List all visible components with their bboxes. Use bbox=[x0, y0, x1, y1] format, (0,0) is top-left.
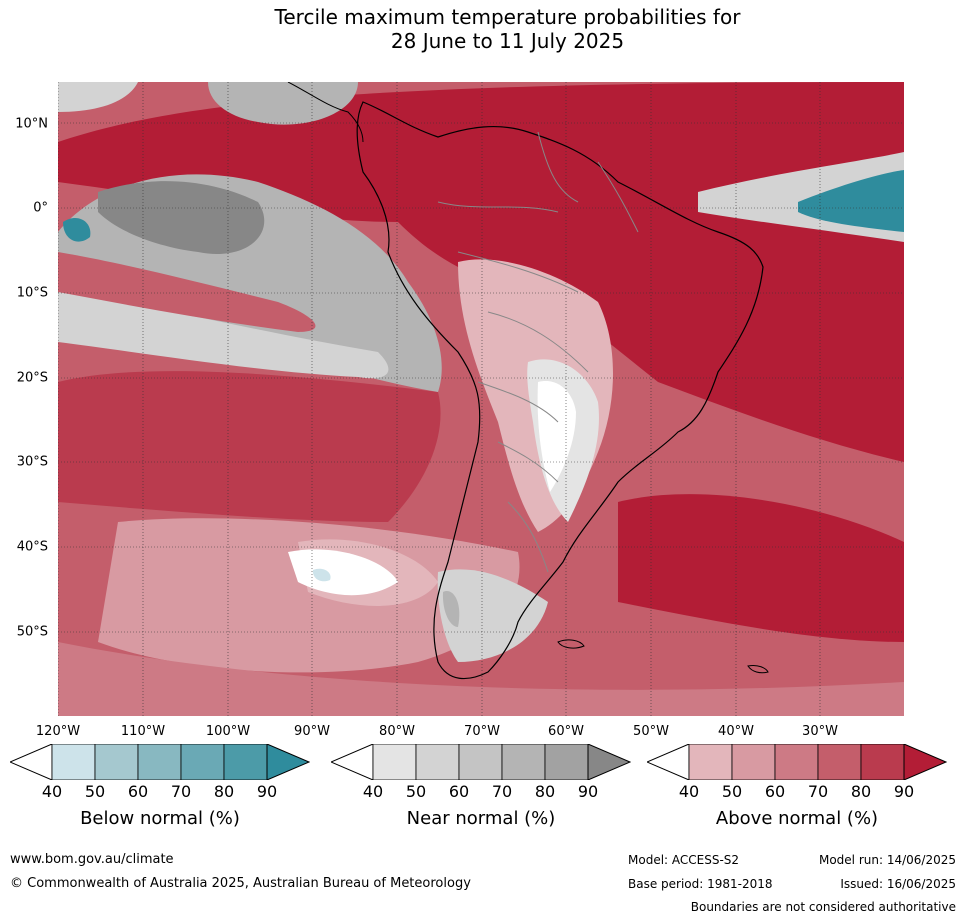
colorbar-below-segment bbox=[223, 744, 268, 780]
colorbar-above-tick: 60 bbox=[764, 782, 786, 801]
south-atlantic-strong bbox=[618, 494, 904, 642]
graticule bbox=[58, 82, 904, 716]
colorbar-near-tick: 70 bbox=[491, 782, 513, 801]
colorbar-near-tick: 40 bbox=[362, 782, 384, 801]
colorbar-near-segment bbox=[415, 744, 460, 780]
colorbar-below-normal bbox=[10, 744, 310, 780]
footer-model-run: Model run: 14/06/2025 bbox=[818, 853, 956, 867]
colorbar-above-upper-extend bbox=[903, 744, 947, 780]
south-georgia bbox=[747, 665, 769, 674]
colorbar-above-tick: 40 bbox=[678, 782, 700, 801]
pacific-strong-south bbox=[58, 371, 441, 522]
southern-pale-patch bbox=[98, 518, 520, 673]
pacific-grey-dark bbox=[98, 181, 265, 254]
pacific-grey-north-2 bbox=[208, 82, 358, 125]
colorbar-below-tick: 60 bbox=[127, 782, 149, 801]
lat-label-40s: 40°S bbox=[16, 539, 48, 555]
map-title: Tercile maximum temperature probabilitie… bbox=[0, 5, 965, 53]
colorbar-above-tick: 90 bbox=[893, 782, 915, 801]
colorbar-near-lower-extend bbox=[331, 744, 374, 780]
colorbar-below-segment bbox=[137, 744, 182, 780]
colorbar-near-segment bbox=[372, 744, 417, 780]
colorbar-above-segment bbox=[688, 744, 733, 780]
lon-label-40w: 40°W bbox=[718, 724, 754, 739]
lat-label-10s: 10°S bbox=[16, 285, 48, 301]
colorbar-below-upper-extend bbox=[266, 744, 310, 780]
colorbar-above-normal bbox=[647, 744, 947, 780]
pacific-grey-north bbox=[58, 82, 138, 112]
lon-label-100w: 100°W bbox=[205, 724, 251, 739]
pacific-grey-light-band bbox=[58, 292, 389, 379]
colorbar-near-segment bbox=[544, 744, 589, 780]
patagonia-grey bbox=[437, 569, 548, 662]
colorbar-below-segment bbox=[51, 744, 96, 780]
lon-label-30w: 30°W bbox=[802, 724, 838, 739]
patagonia-grey-dark bbox=[442, 591, 460, 627]
colorbar-below-tick: 50 bbox=[84, 782, 106, 801]
southern-white-patch bbox=[288, 549, 398, 596]
country-borders bbox=[437, 131, 639, 573]
colorbar-above-segment bbox=[774, 744, 819, 780]
footer-website[interactable]: www.bom.gov.au/climate bbox=[10, 852, 174, 867]
falkland-islands bbox=[557, 639, 585, 649]
lon-label-120w: 120°W bbox=[35, 724, 81, 739]
colorbar-above-tick: 80 bbox=[850, 782, 872, 801]
title-line-2: 28 June to 11 July 2025 bbox=[390, 29, 625, 53]
colorbar-near-normal bbox=[331, 744, 631, 780]
footer-disclaimer: Boundaries are not considered authoritat… bbox=[690, 900, 956, 914]
south-america-coastline bbox=[356, 101, 764, 680]
footer-base-period: Base period: 1981-2018 bbox=[628, 877, 773, 891]
colorbar-near-upper-extend bbox=[587, 744, 631, 780]
lon-label-70w: 70°W bbox=[464, 724, 500, 739]
probability-map bbox=[58, 82, 904, 716]
continent-interior-white-2 bbox=[537, 381, 576, 492]
footer-issued: Issued: 16/06/2025 bbox=[840, 877, 956, 891]
lat-label-30s: 30°S bbox=[16, 454, 48, 470]
colorbar-below-segment bbox=[94, 744, 139, 780]
colorbar-near-tick: 60 bbox=[448, 782, 470, 801]
colorbar-title-above: Above normal (%) bbox=[715, 808, 879, 829]
colorbar-below-tick: 70 bbox=[170, 782, 192, 801]
lat-label-50s: 50°S bbox=[16, 624, 48, 640]
lon-label-90w: 90°W bbox=[294, 724, 330, 739]
pacific-teal-spot bbox=[63, 217, 91, 242]
south-ocean-low bbox=[58, 642, 904, 716]
atlantic-teal-tongue bbox=[798, 170, 904, 232]
lon-label-110w: 110°W bbox=[120, 724, 166, 739]
colorbar-above-lower-extend bbox=[647, 744, 690, 780]
colorbar-above-segment bbox=[860, 744, 905, 780]
lat-label-10n: 10°N bbox=[15, 116, 48, 132]
pacific-red-band bbox=[58, 252, 316, 332]
colorbar-title-near: Near normal (%) bbox=[406, 808, 556, 829]
footer-copyright: © Commonwealth of Australia 2025, Austra… bbox=[10, 876, 471, 891]
lat-label-0: 0° bbox=[33, 200, 48, 216]
colorbar-below-lower-extend bbox=[10, 744, 53, 780]
colorbar-above-segment bbox=[817, 744, 862, 780]
colorbar-below-segment bbox=[180, 744, 225, 780]
colorbar-near-tick: 80 bbox=[534, 782, 556, 801]
colorbar-below-tick: 80 bbox=[213, 782, 235, 801]
colorbar-near-tick: 50 bbox=[405, 782, 427, 801]
colorbar-below-tick: 90 bbox=[256, 782, 278, 801]
colorbar-below-tick: 40 bbox=[41, 782, 63, 801]
lon-label-50w: 50°W bbox=[633, 724, 669, 739]
footer-model: Model: ACCESS-S2 bbox=[628, 853, 740, 867]
lat-label-20s: 20°S bbox=[16, 370, 48, 386]
colorbar-above-segment bbox=[731, 744, 776, 780]
colorbar-near-segment bbox=[458, 744, 503, 780]
colorbar-above-tick: 70 bbox=[807, 782, 829, 801]
colorbar-above-tick: 50 bbox=[721, 782, 743, 801]
title-line-1: Tercile maximum temperature probabilitie… bbox=[274, 5, 741, 29]
lon-label-80w: 80°W bbox=[379, 724, 415, 739]
central-america-coastline bbox=[287, 82, 364, 143]
colorbar-title-below: Below normal (%) bbox=[80, 808, 240, 829]
southern-teal-patch bbox=[312, 568, 331, 582]
colorbar-near-segment bbox=[501, 744, 546, 780]
colorbar-near-tick: 90 bbox=[577, 782, 599, 801]
lon-label-60w: 60°W bbox=[548, 724, 584, 739]
